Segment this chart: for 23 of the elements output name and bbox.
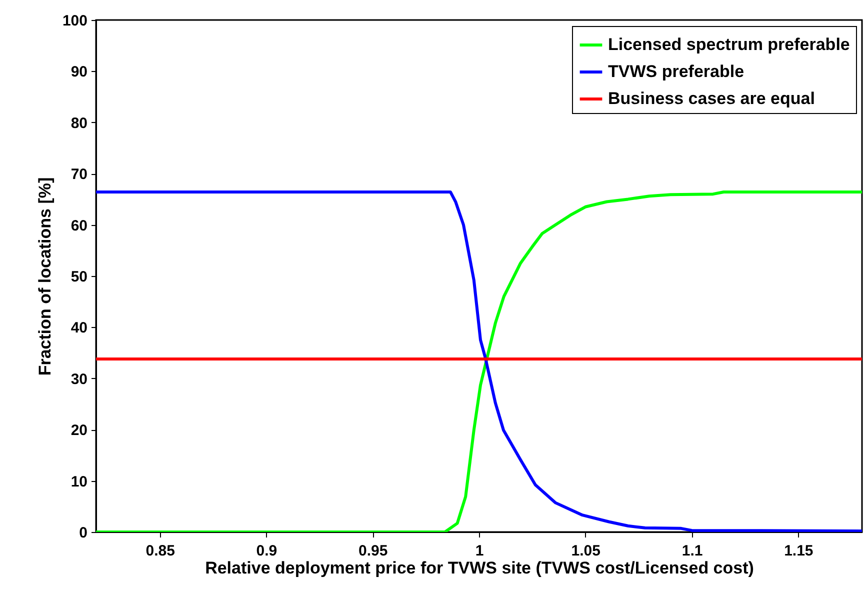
y-tick-label: 100 — [62, 12, 88, 30]
x-axis-title: Relative deployment price for TVWS site (TVWS cost/Licensed cost) — [205, 558, 754, 578]
legend-label: Business cases are equal — [608, 89, 815, 108]
x-tick-label: 1.1 — [682, 542, 703, 560]
x-tick-label: 0.85 — [146, 542, 175, 560]
x-tick-label: 0.9 — [256, 542, 278, 560]
y-tick-label: 80 — [70, 114, 88, 132]
x-tick-label: 0.95 — [358, 542, 388, 560]
y-axis-title: Fraction of locations [%] — [35, 177, 54, 376]
y-tick-label: 40 — [70, 320, 88, 337]
y-tick-label: 60 — [70, 217, 88, 234]
y-tick-label: 70 — [70, 166, 88, 184]
x-tick-label: 1 — [475, 542, 484, 560]
y-tick-label: 30 — [70, 370, 88, 388]
y-tick-label: 10 — [70, 473, 88, 490]
x-tick-label: 1.15 — [784, 542, 814, 560]
y-tick-label: 90 — [70, 64, 88, 81]
y-tick-label: 20 — [70, 422, 88, 440]
legend-label: Licensed spectrum preferable — [608, 35, 850, 54]
legend-label: TVWS preferable — [608, 62, 744, 81]
x-tick-label: 1.05 — [571, 542, 600, 560]
y-tick-label: 0 — [79, 524, 88, 542]
y-tick-label: 50 — [70, 268, 88, 286]
